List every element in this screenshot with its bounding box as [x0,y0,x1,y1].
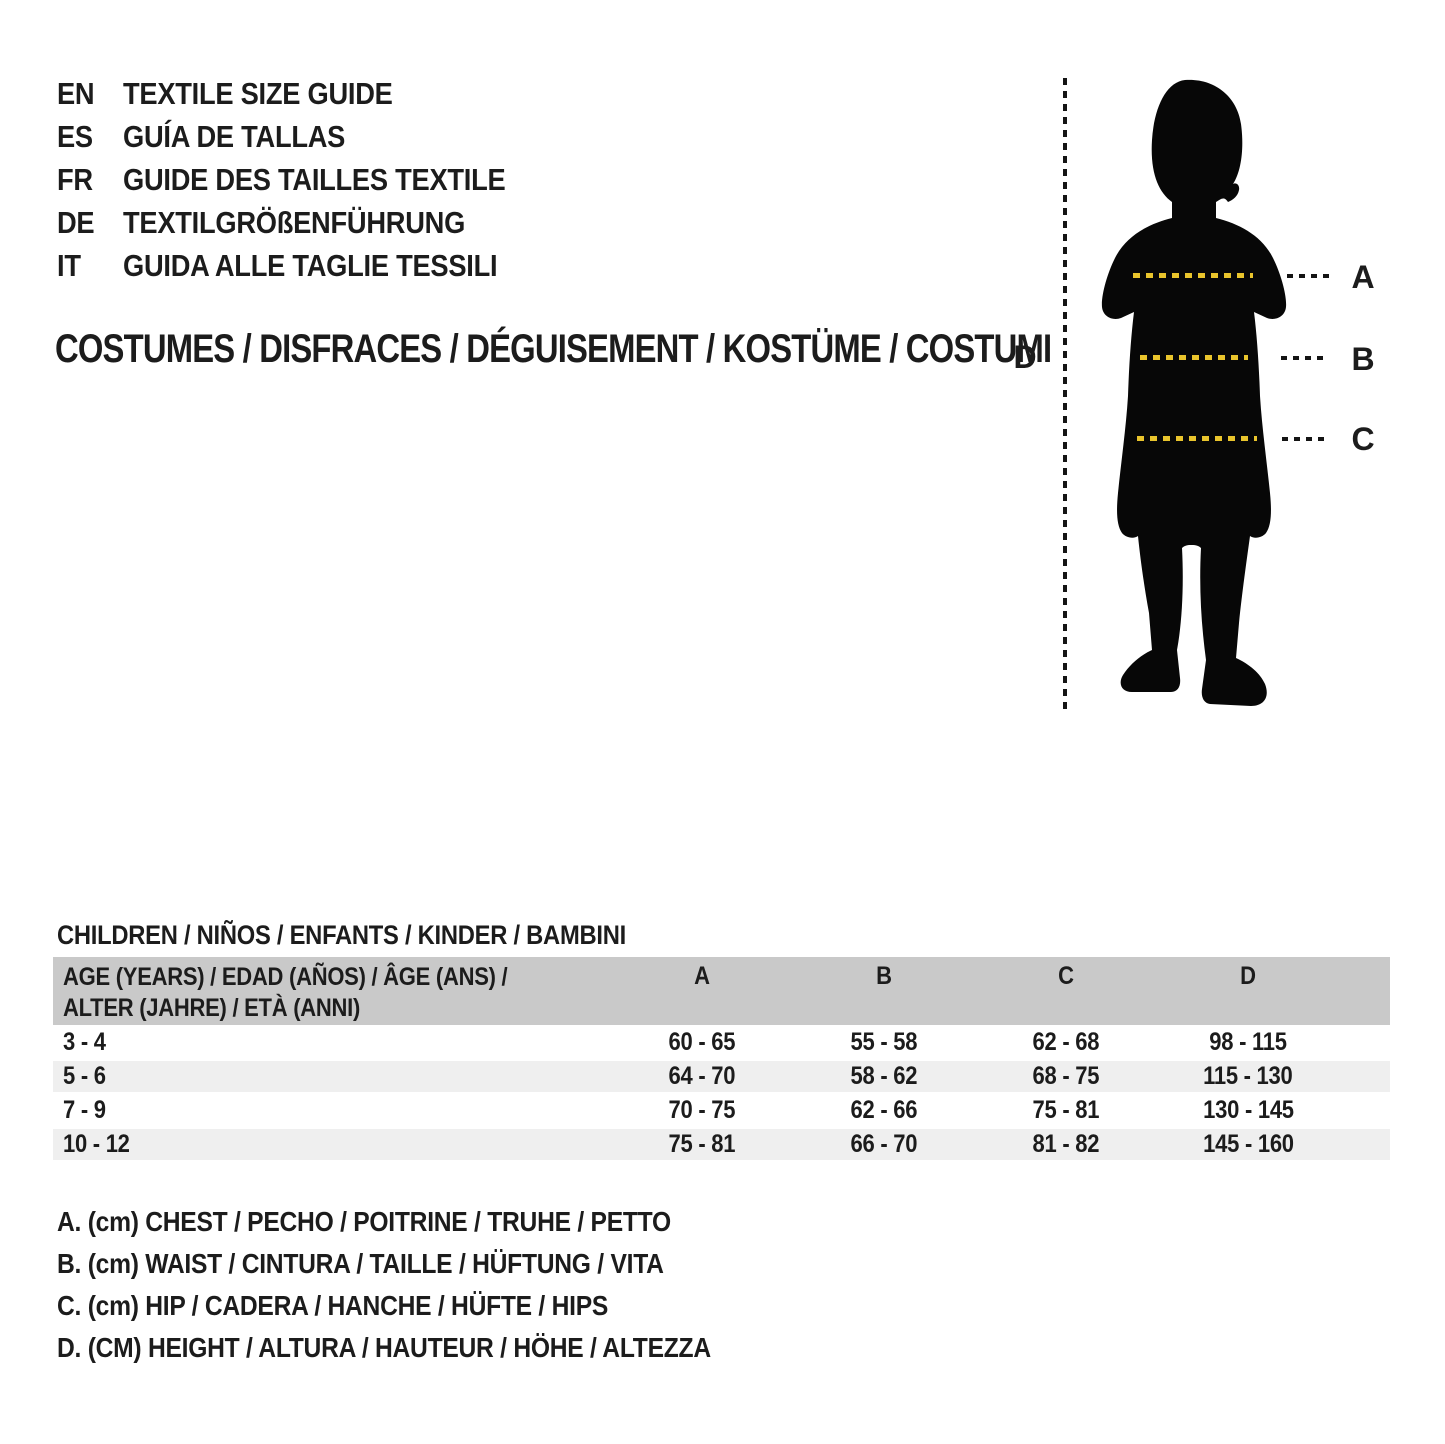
language-code: FR [57,161,93,197]
legend-chest: A. (cm) CHEST / PECHO / POITRINE / TRUHE… [57,1206,671,1237]
language-title: TEXTILGRÖßENFÜHRUNG [123,204,466,240]
table-row: 5 - 6 64 - 70 58 - 62 68 - 75 115 - 130 [53,1059,1390,1093]
hip-label-c: C [1351,421,1375,457]
height-label-d: D [1013,339,1037,375]
chest-connector-line [1287,274,1331,278]
hip-value: 81 - 82 [1032,1130,1100,1158]
age-header-line2: ALTER (JAHRE) / ETÀ (ANNI) [63,994,361,1022]
table-row: 3 - 4 60 - 65 55 - 58 62 - 68 98 - 115 [53,1025,1390,1059]
column-header-a: A [694,962,710,990]
language-row-de: DE TEXTILGRÖßENFÜHRUNG [57,201,558,244]
chest-value: 64 - 70 [668,1062,736,1090]
language-row-it: IT GUIDA ALLE TAGLIE TESSILI [57,244,558,287]
language-code: EN [57,75,95,111]
table-row: 7 - 9 70 - 75 62 - 66 75 - 81 130 - 145 [53,1093,1390,1127]
age-cell: 7 - 9 [63,1096,106,1124]
height-value: 98 - 115 [1209,1028,1287,1056]
waist-value: 58 - 62 [850,1062,918,1090]
hip-value: 75 - 81 [1032,1096,1100,1124]
language-title: GUÍA DE TALLAS [123,118,346,154]
hip-measure-line [1137,436,1257,441]
waist-value: 55 - 58 [850,1028,918,1056]
chest-label-a: A [1351,259,1375,295]
measurement-legend: A. (cm) CHEST / PECHO / POITRINE / TRUHE… [57,1201,800,1369]
waist-connector-line [1281,356,1329,360]
hip-connector-line [1282,437,1330,441]
column-header-d: D [1240,962,1256,990]
chest-value: 60 - 65 [668,1028,736,1056]
language-title: GUIDA ALLE TAGLIE TESSILI [123,247,498,283]
age-header-line1: AGE (YEARS) / EDAD (AÑOS) / ÂGE (ANS) / [63,963,508,991]
hip-value: 62 - 68 [1032,1028,1100,1056]
age-cell: 10 - 12 [63,1130,130,1158]
height-value: 145 - 160 [1202,1130,1294,1158]
legend-height: D. (CM) HEIGHT / ALTURA / HAUTEUR / HÖHE… [57,1332,711,1363]
age-cell: 5 - 6 [63,1062,106,1090]
table-row: 10 - 12 75 - 81 66 - 70 81 - 82 145 - 16… [53,1127,1390,1161]
language-code: DE [57,204,95,240]
chest-value: 75 - 81 [668,1130,736,1158]
language-code: IT [57,247,81,283]
header-spacer [1339,957,1390,1025]
height-dotted-line [1063,78,1067,713]
hip-value: 68 - 75 [1032,1062,1100,1090]
waist-value: 66 - 70 [850,1130,918,1158]
column-header-b: B [876,962,892,990]
age-header-cell: AGE (YEARS) / EDAD (AÑOS) / ÂGE (ANS) / … [53,957,611,1025]
language-title: GUIDE DES TAILLES TEXTILE [123,161,506,197]
language-title: TEXTILE SIZE GUIDE [123,75,393,111]
child-silhouette-icon [1090,78,1290,713]
waist-value: 62 - 66 [850,1096,918,1124]
language-row-es: ES GUÍA DE TALLAS [57,115,558,158]
waist-measure-line [1140,355,1248,360]
measurement-figure: D A B C [985,60,1425,740]
legend-hip: C. (cm) HIP / CADERA / HANCHE / HÜFTE / … [57,1290,609,1321]
chest-value: 70 - 75 [668,1096,736,1124]
size-table: AGE (YEARS) / EDAD (AÑOS) / ÂGE (ANS) / … [53,957,1390,1161]
language-code: ES [57,118,93,154]
language-row-fr: FR GUIDE DES TAILLES TEXTILE [57,158,558,201]
children-section-title: CHILDREN / NIÑOS / ENFANTS / KINDER / BA… [57,920,626,950]
height-value: 130 - 145 [1202,1096,1294,1124]
legend-waist: B. (cm) WAIST / CINTURA / TAILLE / HÜFTU… [57,1248,664,1279]
category-heading: COSTUMES / DISFRACES / DÉGUISEMENT / KOS… [55,327,1052,371]
height-value: 115 - 130 [1203,1062,1293,1090]
age-cell: 3 - 4 [63,1028,106,1056]
waist-label-b: B [1351,341,1375,377]
language-row-en: EN TEXTILE SIZE GUIDE [57,72,558,115]
chest-measure-line [1133,273,1253,278]
size-table-header: AGE (YEARS) / EDAD (AÑOS) / ÂGE (ANS) / … [53,957,1390,1025]
language-list: EN TEXTILE SIZE GUIDE ES GUÍA DE TALLAS … [57,72,558,287]
column-header-c: C [1058,962,1074,990]
